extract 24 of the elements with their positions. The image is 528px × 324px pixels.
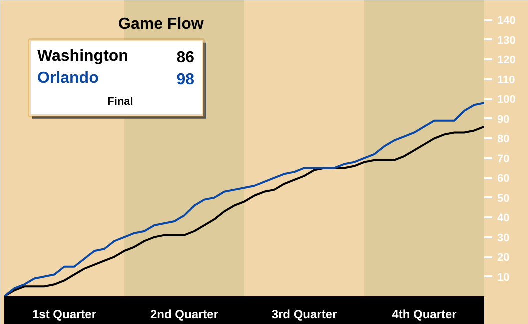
y-tick-label: 140 [498, 15, 516, 28]
y-tick-label: 120 [498, 54, 516, 67]
y-tick-label: 130 [498, 34, 516, 47]
y-tick-label: 110 [498, 74, 516, 86]
y-tick-label: 20 [498, 252, 510, 264]
y-tick-label: 100 [498, 94, 516, 106]
y-tick-label: 90 [498, 114, 510, 126]
y-tick-label: 40 [498, 212, 510, 225]
text: 1st Quarter [32, 308, 97, 322]
text: Orlando [38, 70, 100, 87]
y-tick-label: 80 [498, 134, 510, 146]
y-tick-label: 60 [498, 173, 510, 186]
text: Game Flow [118, 16, 204, 34]
annotation: Final [108, 96, 134, 108]
annotation: 98 [176, 71, 195, 88]
y-tick-label: 30 [498, 232, 510, 244]
y-tick-label: 50 [498, 192, 510, 205]
y-tick-label: 70 [498, 153, 510, 166]
text: Washington [38, 48, 128, 66]
annotation: 86 [176, 50, 195, 67]
text: 3rd Quarter [272, 308, 338, 322]
text: 4th Quarter [392, 308, 458, 322]
text: 2nd Quarter [150, 308, 219, 322]
y-tick-label: 10 [498, 272, 510, 284]
